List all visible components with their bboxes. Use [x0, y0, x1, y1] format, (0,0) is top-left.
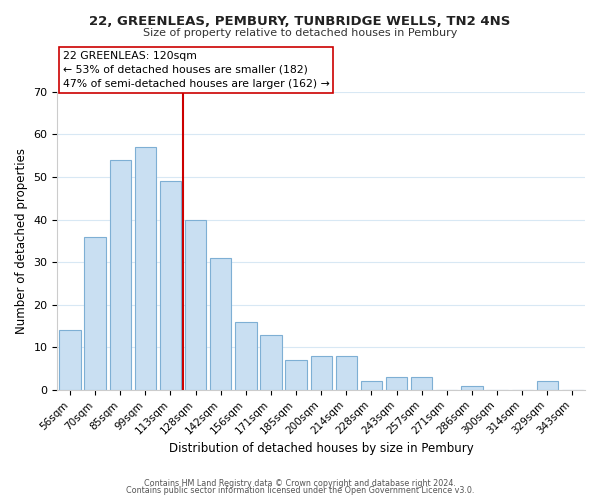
- Bar: [134, 147, 156, 390]
- Text: Size of property relative to detached houses in Pembury: Size of property relative to detached ho…: [143, 28, 457, 38]
- Bar: [59, 330, 80, 390]
- Bar: [536, 382, 558, 390]
- Bar: [85, 236, 106, 390]
- Bar: [235, 322, 257, 390]
- Bar: [260, 334, 281, 390]
- Y-axis label: Number of detached properties: Number of detached properties: [15, 148, 28, 334]
- Bar: [160, 182, 181, 390]
- Text: 22, GREENLEAS, PEMBURY, TUNBRIDGE WELLS, TN2 4NS: 22, GREENLEAS, PEMBURY, TUNBRIDGE WELLS,…: [89, 15, 511, 28]
- Bar: [411, 377, 433, 390]
- Text: 22 GREENLEAS: 120sqm
← 53% of detached houses are smaller (182)
47% of semi-deta: 22 GREENLEAS: 120sqm ← 53% of detached h…: [62, 51, 329, 89]
- Bar: [286, 360, 307, 390]
- Bar: [461, 386, 482, 390]
- Bar: [311, 356, 332, 390]
- Bar: [185, 220, 206, 390]
- Bar: [335, 356, 357, 390]
- Bar: [110, 160, 131, 390]
- Text: Contains HM Land Registry data © Crown copyright and database right 2024.: Contains HM Land Registry data © Crown c…: [144, 478, 456, 488]
- Bar: [210, 258, 232, 390]
- X-axis label: Distribution of detached houses by size in Pembury: Distribution of detached houses by size …: [169, 442, 473, 455]
- Bar: [361, 382, 382, 390]
- Bar: [386, 377, 407, 390]
- Text: Contains public sector information licensed under the Open Government Licence v3: Contains public sector information licen…: [126, 486, 474, 495]
